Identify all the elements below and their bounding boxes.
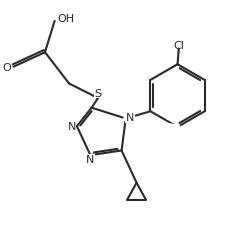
Text: N: N [67,122,76,132]
Text: N: N [86,155,95,165]
Text: S: S [94,88,102,98]
Text: N: N [126,113,134,123]
Text: Cl: Cl [173,41,184,51]
Text: O: O [2,62,11,72]
Text: OH: OH [57,14,74,24]
